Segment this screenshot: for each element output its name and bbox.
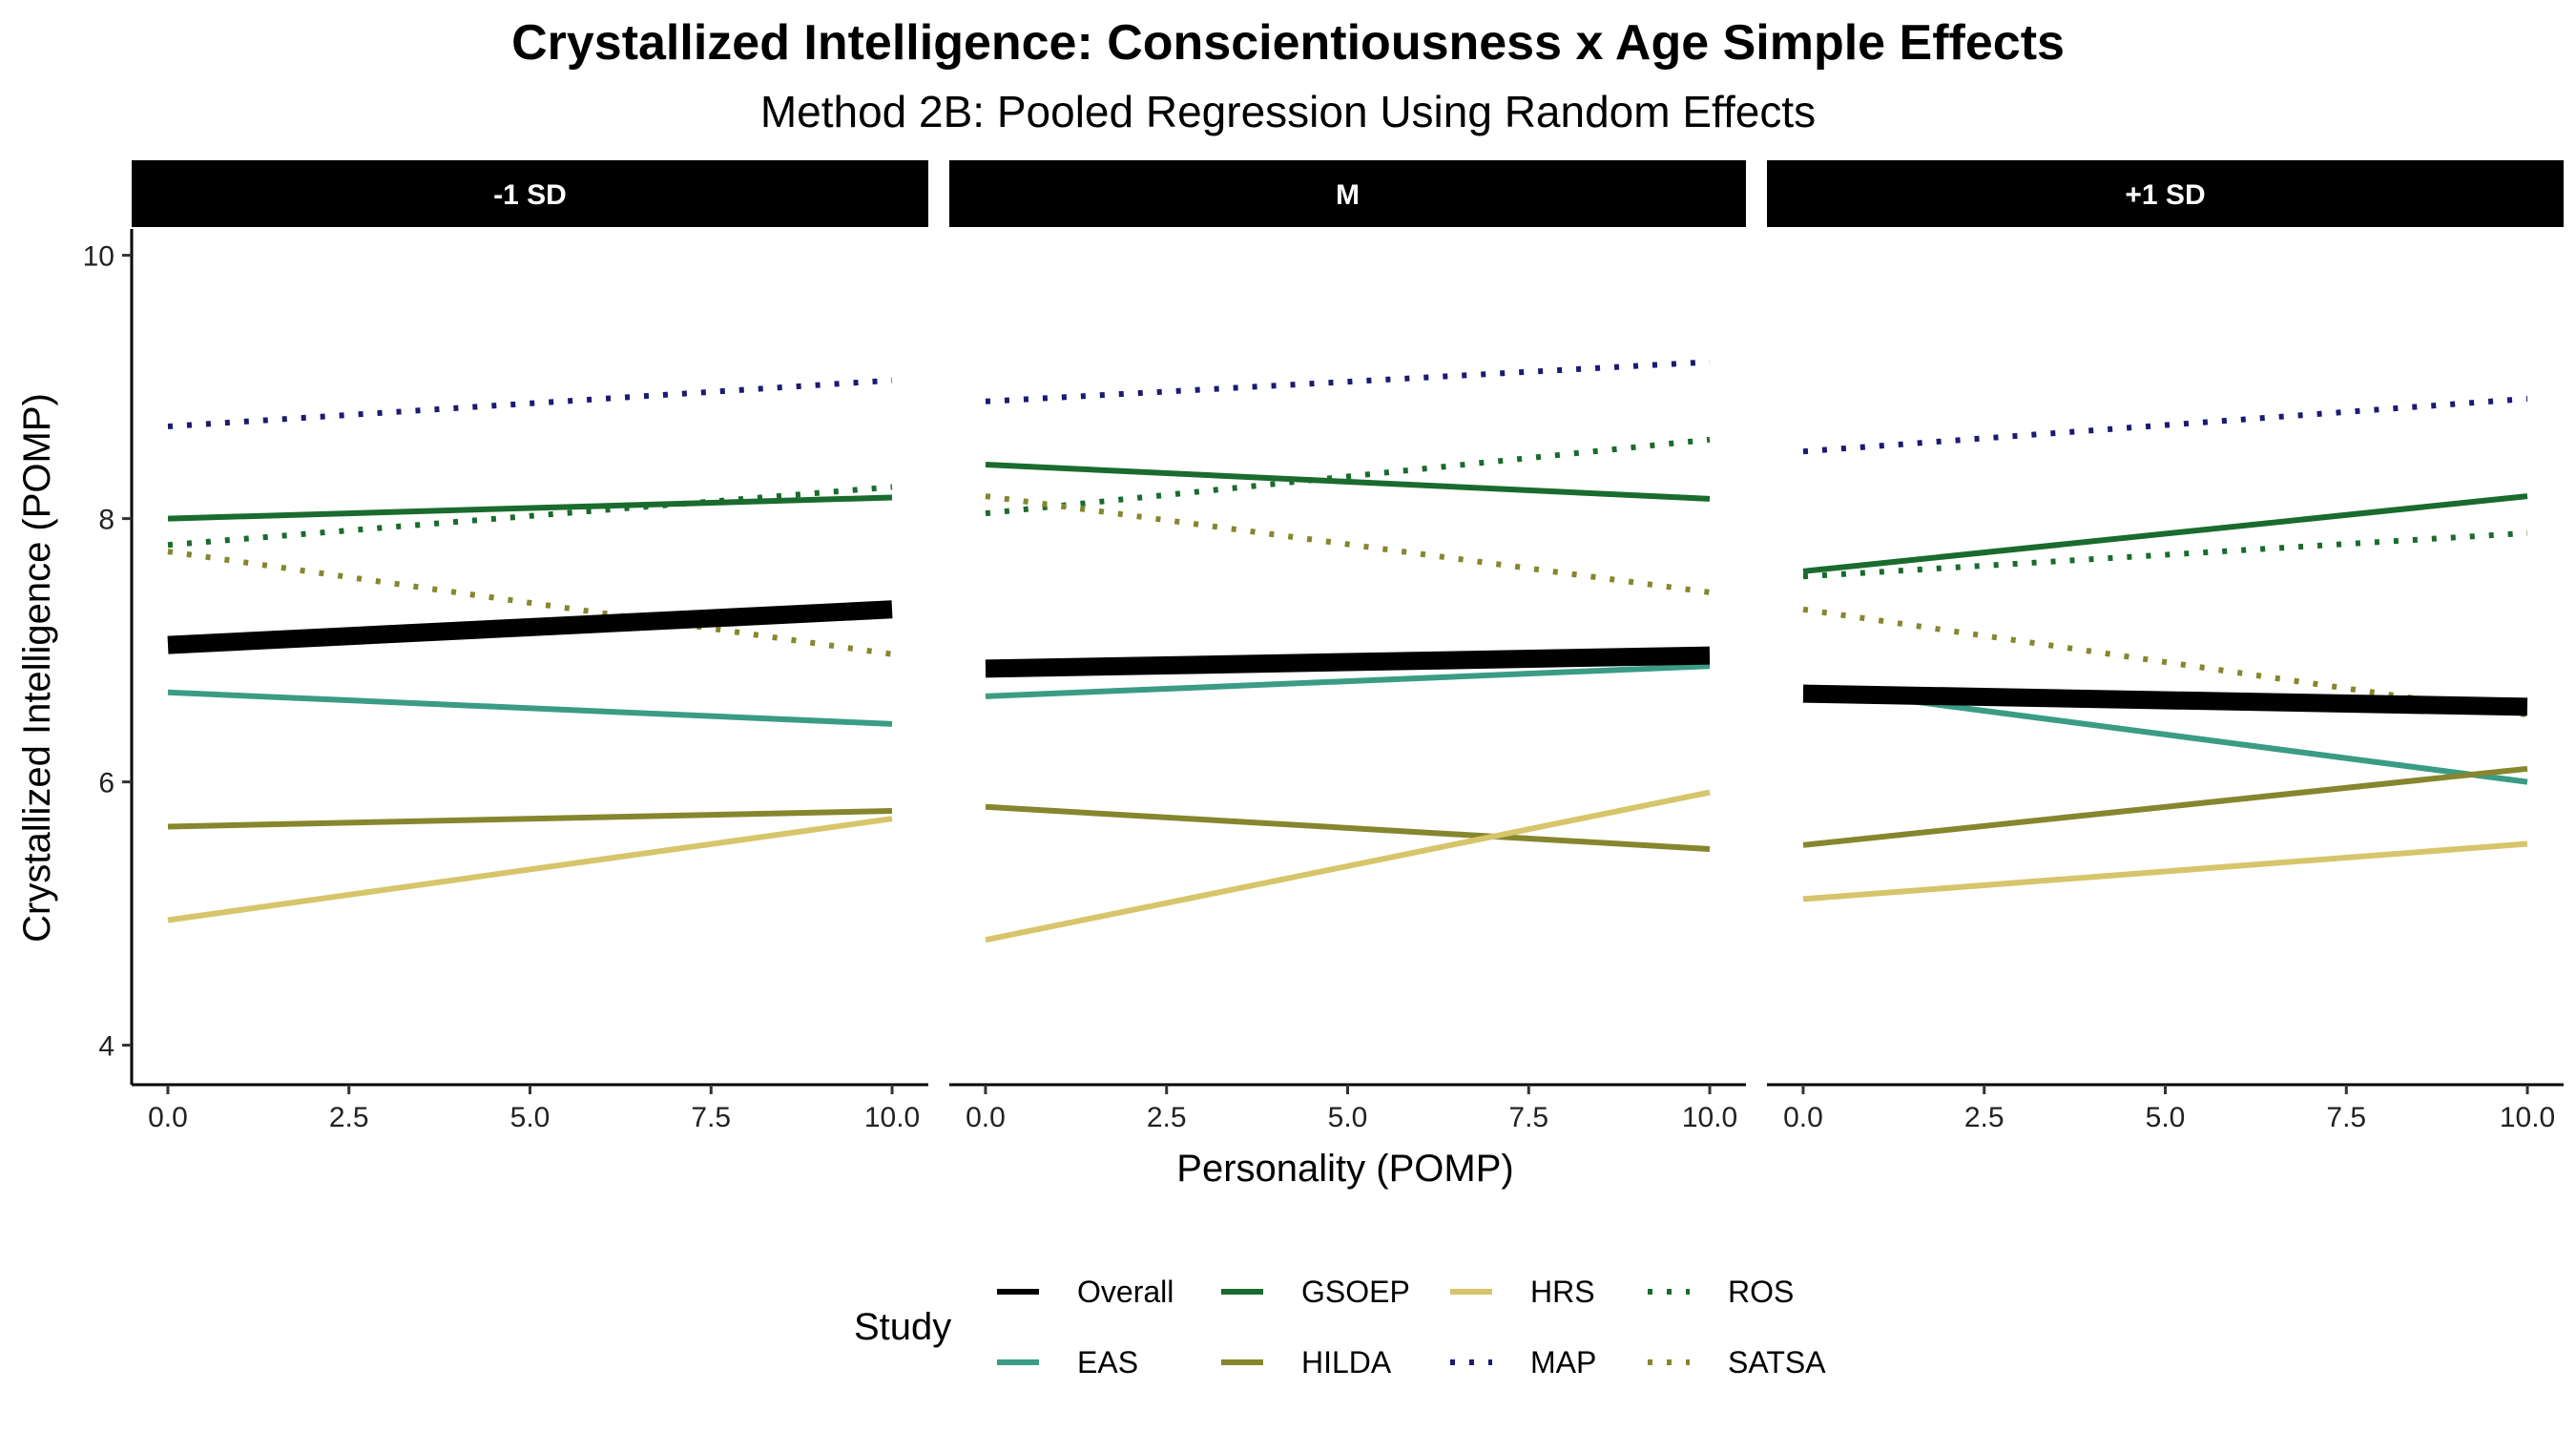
strip-plusminus-1-sd xyxy=(1767,160,2564,227)
legend: Study Overall EAS GSOEP HILDA HRS MAP ROS SATSA xyxy=(854,1275,1826,1379)
legend-label-map: MAP xyxy=(1530,1345,1596,1379)
series-line-hrs-minus-1-sd xyxy=(167,816,893,923)
x-tick-label-plusminus-1-sd-1: 2.5 xyxy=(1964,1102,2005,1133)
strip-label-plusminus-1-sd: +1 SD xyxy=(2125,179,2205,211)
x-tick-label-minus-1-sd-2: 5.0 xyxy=(510,1102,551,1133)
legend-title: Study xyxy=(854,1306,951,1348)
panel-minus-1-sd: -1 SD 0.0 2.5 5.0 7.5 10.0 4 6 8 10 xyxy=(83,160,928,1133)
legend-label-hilda: HILDA xyxy=(1301,1345,1392,1379)
series-line-hrs-m xyxy=(985,789,1711,944)
series-line-overall-plusminus-1-sd xyxy=(1802,684,2528,716)
series-line-ros-m xyxy=(985,436,1711,517)
series-line-eas-minus-1-sd xyxy=(167,689,893,727)
legend-item-ros: ROS xyxy=(1648,1275,1794,1309)
y-tick-label-1: 6 xyxy=(98,768,114,799)
legend-label-eas: EAS xyxy=(1077,1345,1138,1379)
series-line-map-m xyxy=(985,359,1711,404)
series-line-hilda-m xyxy=(985,803,1711,852)
panel-plusminus-1-sd: +1 SD 0.0 2.5 5.0 7.5 10.0 xyxy=(1767,160,2564,1133)
x-tick-label-plusminus-1-sd-2: 5.0 xyxy=(2146,1102,2186,1133)
legend-item-overall: Overall xyxy=(997,1275,1174,1309)
strip-label-m: M xyxy=(1336,179,1360,211)
y-tick-label-2: 8 xyxy=(98,505,114,536)
legend-label-ros: ROS xyxy=(1728,1275,1794,1309)
y-axis-title: Crystallized Intelligence (POMP) xyxy=(16,393,58,943)
x-tick-label-m-4: 10.0 xyxy=(1682,1102,1737,1133)
series-line-gsoep-m xyxy=(985,462,1711,502)
legend-label-overall: Overall xyxy=(1077,1275,1174,1309)
series-group-minus-1-sd xyxy=(167,377,893,923)
series-group-plusminus-1-sd xyxy=(1802,396,2528,902)
legend-item-satsa: SATSA xyxy=(1648,1345,1826,1379)
y-tick-label-0: 4 xyxy=(98,1031,114,1063)
x-axis-title: Personality (POMP) xyxy=(1176,1148,1513,1190)
x-tick-label-plusminus-1-sd-4: 10.0 xyxy=(2500,1102,2555,1133)
legend-label-satsa: SATSA xyxy=(1728,1345,1826,1379)
legend-item-eas: EAS xyxy=(997,1345,1138,1379)
series-line-satsa-minus-1-sd xyxy=(167,549,893,657)
x-tick-label-minus-1-sd-1: 2.5 xyxy=(329,1102,369,1133)
series-line-map-minus-1-sd xyxy=(167,377,893,429)
x-tick-label-m-0: 0.0 xyxy=(966,1102,1006,1133)
x-tick-label-m-3: 7.5 xyxy=(1508,1102,1548,1133)
legend-label-gsoep: GSOEP xyxy=(1301,1275,1410,1309)
legend-item-hilda: HILDA xyxy=(1221,1345,1392,1379)
x-tick-label-minus-1-sd-0: 0.0 xyxy=(148,1102,188,1133)
x-tick-label-plusminus-1-sd-3: 7.5 xyxy=(2326,1102,2366,1133)
series-line-gsoep-minus-1-sd xyxy=(167,494,893,522)
series-line-gsoep-plusminus-1-sd xyxy=(1802,493,2528,574)
legend-item-gsoep: GSOEP xyxy=(1221,1275,1410,1309)
x-tick-label-m-1: 2.5 xyxy=(1147,1102,1187,1133)
x-tick-label-m-2: 5.0 xyxy=(1328,1102,1368,1133)
series-line-ros-plusminus-1-sd xyxy=(1802,529,2528,580)
strip-minus-1-sd xyxy=(132,160,928,227)
series-line-hrs-plusminus-1-sd xyxy=(1802,840,2528,902)
facet-panels: -1 SD 0.0 2.5 5.0 7.5 10.0 4 6 8 10 M 0.0 2.5 5.0 7.5 1… xyxy=(83,160,2564,1133)
chart-subtitle: Method 2B: Pooled Regression Using Rando… xyxy=(760,87,1816,136)
series-line-map-plusminus-1-sd xyxy=(1802,396,2528,455)
x-tick-label-plusminus-1-sd-0: 0.0 xyxy=(1783,1102,1823,1133)
chart-title: Crystallized Intelligence: Conscientious… xyxy=(511,15,2065,71)
series-line-overall-minus-1-sd xyxy=(167,600,893,654)
panel-m: M 0.0 2.5 5.0 7.5 10.0 xyxy=(949,160,1746,1133)
series-line-satsa-plusminus-1-sd xyxy=(1802,606,2528,718)
legend-item-map: MAP xyxy=(1450,1345,1596,1379)
series-line-overall-m xyxy=(985,646,1711,678)
series-line-eas-m xyxy=(985,663,1711,699)
series-line-hilda-minus-1-sd xyxy=(167,808,893,830)
series-group-m xyxy=(985,359,1711,944)
y-tick-label-3: 10 xyxy=(83,241,114,273)
legend-label-hrs: HRS xyxy=(1530,1275,1595,1309)
x-tick-label-minus-1-sd-3: 7.5 xyxy=(691,1102,731,1133)
strip-label-minus-1-sd: -1 SD xyxy=(493,179,567,211)
legend-item-hrs: HRS xyxy=(1450,1275,1595,1309)
strip-m xyxy=(949,160,1746,227)
series-line-ros-minus-1-sd xyxy=(167,484,893,549)
series-line-hilda-plusminus-1-sd xyxy=(1802,765,2528,848)
series-line-satsa-m xyxy=(985,493,1711,595)
x-tick-label-minus-1-sd-4: 10.0 xyxy=(864,1102,920,1133)
